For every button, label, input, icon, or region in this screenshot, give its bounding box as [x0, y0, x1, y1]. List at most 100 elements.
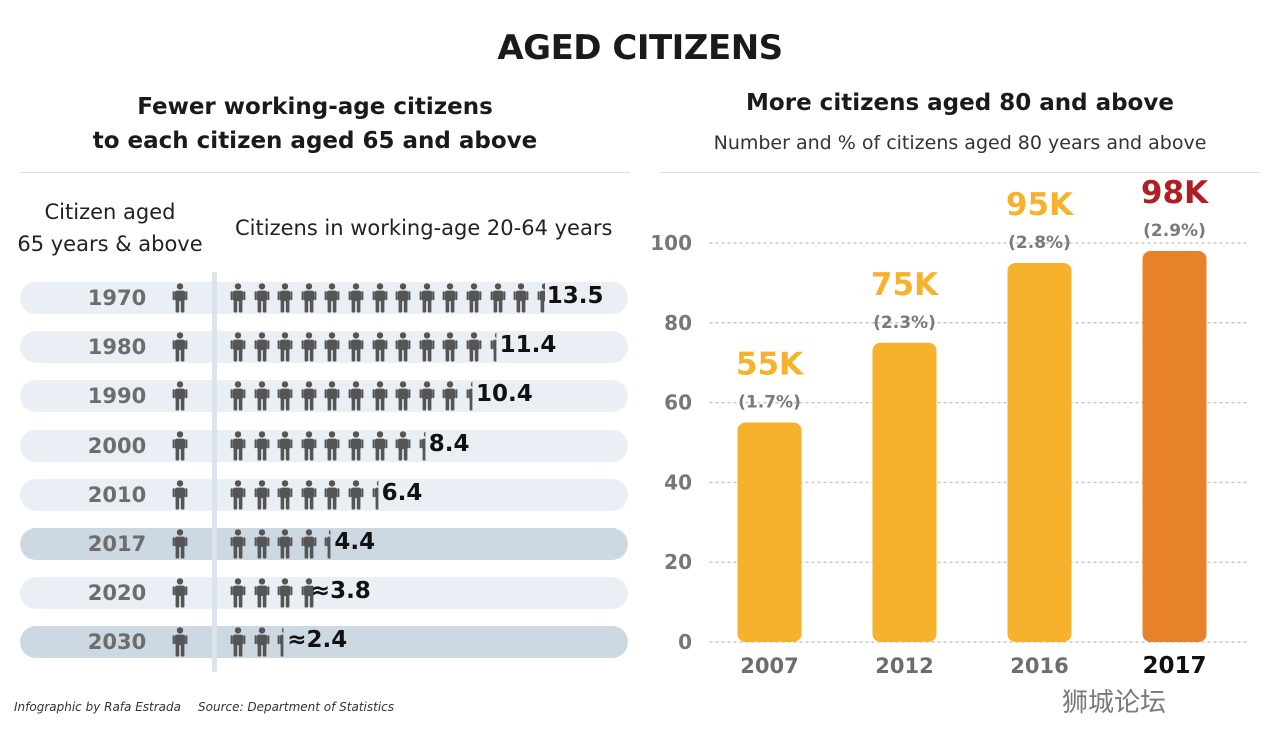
person-icon: [324, 479, 340, 510]
row-ratio-value: 11.4: [499, 332, 557, 359]
bar-value-label: 95K: [1006, 187, 1074, 223]
left-title-line-2: to each citizen aged 65 and above: [92, 128, 538, 154]
person-icon: [230, 283, 246, 313]
bar-percent-label: (1.7%): [738, 393, 801, 413]
person-icon: [277, 529, 293, 559]
person-icon: [301, 381, 317, 411]
person-icon: [230, 381, 246, 411]
column-header-aged: Citizen aged 65 years & above: [10, 196, 210, 260]
person-icon: [466, 332, 482, 362]
person-icon: [442, 332, 458, 362]
person-icon: [490, 283, 505, 313]
x-tick-label: 2012: [875, 654, 933, 678]
person-icon: [395, 283, 411, 313]
footer-source: Source: Department of Statistics: [198, 700, 395, 714]
left-title-rule: [20, 172, 630, 173]
row-year-label: 1990: [87, 384, 147, 409]
row-year-label: 2000: [87, 433, 147, 458]
partial-person-icon: [537, 283, 545, 313]
person-icon: [230, 332, 246, 362]
person-icon: [254, 578, 269, 608]
y-tick-label: 40: [664, 470, 692, 494]
person-icon: [419, 283, 435, 313]
ratio-row-1970: 1970 13.5: [20, 282, 628, 314]
y-tick-label: 60: [664, 391, 692, 415]
person-icon: [324, 332, 340, 362]
person-icon: [254, 381, 269, 411]
ratio-row-1980: 1980 11.4: [20, 331, 628, 364]
row-year-label: 1970: [87, 286, 147, 310]
partial-person-icon: [372, 480, 378, 510]
y-tick-label: 20: [664, 550, 692, 574]
watermark: 狮城论坛: [1062, 688, 1167, 718]
bar-2012: [872, 342, 937, 642]
person-icon: [442, 283, 458, 313]
person-icon: [172, 430, 188, 461]
person-icon: [277, 578, 293, 608]
partial-person-icon: [466, 382, 473, 411]
person-icon: [324, 430, 340, 461]
partial-person-icon: [324, 529, 331, 559]
person-icon: [395, 430, 411, 461]
ratio-row-1990: 1990 10.4: [20, 380, 628, 413]
person-icon: [348, 430, 364, 461]
row-ratio-value: 6.4: [381, 479, 423, 506]
person-icon: [230, 627, 246, 657]
partial-person-icon: [277, 628, 284, 657]
person-icon: [254, 332, 269, 362]
person-icon: [230, 430, 246, 461]
right-panel-subtitle: Number and % of citizens aged 80 years a…: [713, 132, 1207, 154]
ratio-row-2010: 2010 6.4: [20, 478, 628, 511]
person-icon: [301, 430, 317, 461]
person-icon: [301, 529, 317, 559]
person-icon: [230, 529, 246, 559]
person-icon: [277, 381, 293, 411]
person-icon: [372, 332, 387, 362]
bar-value-label: 75K: [871, 267, 939, 303]
person-icon: [254, 479, 269, 510]
y-tick-label: 0: [678, 630, 692, 654]
row-ratio-value: ≈2.4: [287, 627, 348, 654]
row-year-label: 2030: [87, 630, 147, 655]
column-header-aged-line-1: Citizen aged: [44, 200, 176, 224]
person-icon: [348, 381, 364, 411]
x-tick-label: 2017: [1142, 653, 1206, 679]
person-icon: [301, 332, 317, 362]
bar-2007: [737, 422, 802, 642]
person-icon: [277, 283, 293, 313]
person-icon: [277, 332, 293, 362]
bar-chart-aged-80: 0 20 40 60 80 100 55K (1.7%) 2007 75K (2.3%) 2012 95…: [650, 175, 1251, 679]
left-title-line-1: Fewer working-age citizens: [137, 94, 493, 120]
partial-person-icon: [419, 431, 426, 461]
person-icon: [254, 529, 269, 559]
person-icon: [172, 578, 188, 608]
row-year-label: 1980: [87, 335, 147, 360]
bar-2016: [1007, 262, 1072, 642]
row-ratio-value: 10.4: [476, 381, 533, 408]
y-tick-label: 100: [650, 231, 692, 255]
right-title-rule: [660, 172, 1260, 173]
person-icon: [172, 627, 188, 657]
column-header-working-age: Citizens in working-age 20-64 years: [235, 216, 613, 240]
person-icon: [254, 283, 269, 313]
bar-percent-label: (2.9%): [1143, 221, 1206, 241]
ratio-row-2017: 2017 4.4: [20, 528, 628, 560]
person-icon: [172, 283, 188, 313]
person-icon: [172, 332, 188, 362]
x-tick-label: 2016: [1010, 654, 1068, 678]
main-title: AGED CITIZENS: [497, 28, 783, 68]
row-year-label: 2017: [87, 532, 147, 556]
person-icon: [395, 332, 411, 362]
person-icon: [277, 430, 293, 461]
person-icon: [372, 381, 387, 411]
row-year-label: 2020: [87, 581, 147, 606]
row-year-label: 2010: [87, 482, 147, 507]
partial-person-icon: [301, 578, 314, 608]
person-icon: [172, 479, 188, 510]
x-tick-label: 2007: [740, 654, 798, 678]
right-panel-title: More citizens aged 80 and above: [746, 90, 1174, 116]
person-icon: [230, 578, 246, 608]
column-header-aged-line-2: 65 years & above: [17, 232, 203, 256]
bar-percent-label: (2.3%): [873, 313, 936, 333]
column-divider: [212, 272, 217, 672]
